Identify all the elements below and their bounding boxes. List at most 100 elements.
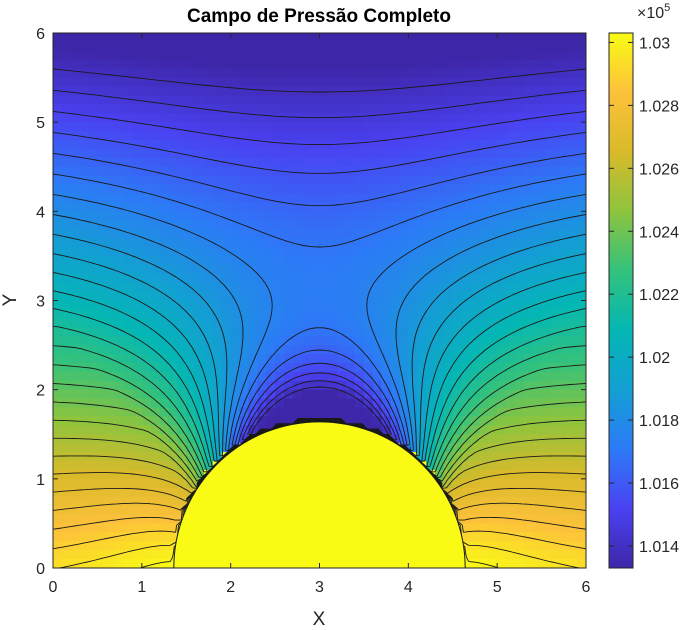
field-cell — [275, 380, 285, 391]
field-cell — [79, 33, 90, 43]
field-cell — [292, 247, 303, 257]
y-tick-label: 6 — [36, 26, 45, 43]
field-cell — [79, 140, 90, 150]
field-cell — [53, 273, 63, 284]
field-cell — [132, 193, 143, 204]
field-cell — [239, 345, 250, 355]
field-cell — [488, 264, 498, 275]
field-cell — [310, 371, 321, 382]
field-cell — [88, 478, 99, 489]
field-cell — [417, 211, 427, 221]
field-cell — [186, 229, 196, 239]
field-cell — [239, 86, 250, 97]
field-cell — [239, 157, 250, 168]
field-cell — [186, 336, 196, 346]
field-cell — [79, 50, 90, 61]
field-cell — [506, 140, 516, 150]
field-cell — [132, 523, 143, 533]
field-cell — [488, 95, 498, 105]
field-cell — [372, 371, 383, 382]
field-cell — [470, 140, 480, 150]
field-cell — [132, 202, 143, 212]
x-tick-label: 4 — [404, 579, 413, 596]
field-cell — [514, 41, 525, 52]
field-cell — [523, 131, 534, 141]
field-cell — [53, 407, 63, 418]
field-cell — [532, 211, 543, 221]
field-cell — [310, 184, 321, 195]
field-cell — [159, 86, 170, 97]
field-cell — [568, 371, 578, 382]
field-cell — [53, 229, 63, 239]
field-cell — [506, 50, 516, 61]
field-cell — [61, 389, 72, 400]
field-cell — [488, 140, 498, 150]
field-cell — [355, 50, 365, 61]
field-cell — [230, 398, 241, 409]
field-cell — [399, 371, 409, 382]
field-cell — [452, 184, 463, 195]
field-cell — [568, 122, 578, 132]
field-cell — [346, 345, 356, 355]
field-cell — [97, 184, 107, 195]
field-cell — [426, 336, 436, 346]
field-cell — [577, 416, 586, 426]
field-cell — [79, 41, 90, 52]
field-cell — [248, 166, 258, 177]
field-cell — [577, 452, 586, 462]
field-cell — [221, 425, 232, 435]
field-cell — [568, 77, 578, 88]
field-cell — [514, 327, 525, 337]
field-cell — [177, 371, 187, 382]
field-cell — [372, 336, 383, 346]
field-cell — [497, 175, 507, 186]
field-cell — [363, 282, 374, 293]
field-cell — [577, 264, 586, 275]
field-cell — [319, 33, 329, 43]
field-cell — [363, 193, 374, 204]
field-cell — [399, 255, 409, 266]
field-cell — [257, 229, 267, 239]
field-cell — [328, 309, 338, 319]
field-cell — [301, 300, 312, 311]
field-cell — [550, 398, 560, 409]
field-cell — [150, 131, 161, 141]
field-cell — [461, 77, 472, 88]
field-cell — [177, 264, 187, 275]
field-cell — [186, 362, 196, 373]
field-cell — [452, 229, 463, 239]
field-cell — [239, 122, 250, 132]
field-cell — [257, 184, 267, 195]
field-cell — [70, 247, 81, 257]
field-cell — [541, 50, 552, 61]
field-cell — [426, 95, 436, 105]
field-cell — [212, 184, 223, 195]
field-cell — [79, 184, 90, 195]
field-cell — [283, 273, 294, 284]
field-cell — [532, 550, 543, 560]
field-cell — [257, 59, 267, 70]
field-cell — [559, 541, 569, 551]
field-cell — [292, 211, 303, 221]
field-cell — [70, 559, 81, 568]
field-cell — [541, 398, 552, 409]
field-cell — [550, 202, 560, 212]
field-cell — [124, 309, 134, 319]
field-cell — [168, 532, 178, 542]
field-cell — [88, 541, 99, 551]
field-cell — [150, 77, 161, 88]
field-cell — [568, 496, 578, 507]
field-cell — [319, 211, 329, 221]
field-cell — [168, 184, 178, 195]
field-cell — [53, 175, 63, 186]
field-cell — [301, 95, 312, 105]
field-cell — [497, 140, 507, 150]
field-cell — [275, 68, 285, 79]
field-cell — [550, 211, 560, 221]
field-cell — [434, 389, 445, 400]
field-cell — [470, 291, 480, 302]
field-cell — [523, 398, 534, 409]
field-cell — [550, 148, 560, 159]
field-cell — [470, 398, 480, 409]
